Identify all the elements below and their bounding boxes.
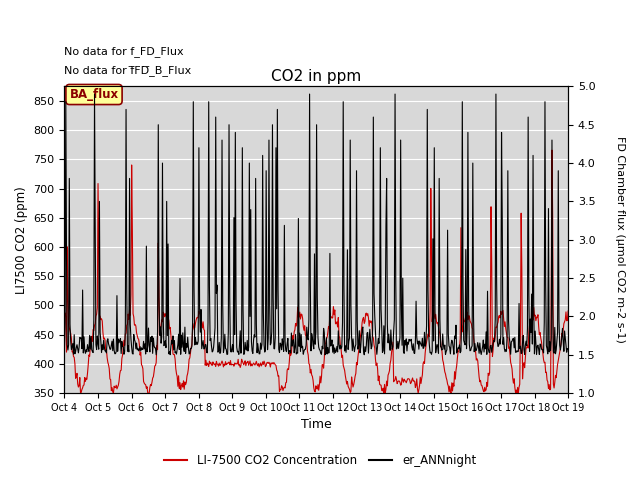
Legend: LI-7500 CO2 Concentration, er_ANNnight: LI-7500 CO2 Concentration, er_ANNnight [159,449,481,472]
Text: No data for f̅FD̅_B_Flux: No data for f̅FD̅_B_Flux [65,65,191,76]
Title: CO2 in ppm: CO2 in ppm [271,69,362,84]
Y-axis label: LI7500 CO2 (ppm): LI7500 CO2 (ppm) [15,186,28,294]
X-axis label: Time: Time [301,419,332,432]
Text: BA_flux: BA_flux [69,88,118,101]
Y-axis label: FD Chamber flux (μmol CO2 m-2 s-1): FD Chamber flux (μmol CO2 m-2 s-1) [615,136,625,343]
Text: No data for f_FD_Flux: No data for f_FD_Flux [65,47,184,58]
